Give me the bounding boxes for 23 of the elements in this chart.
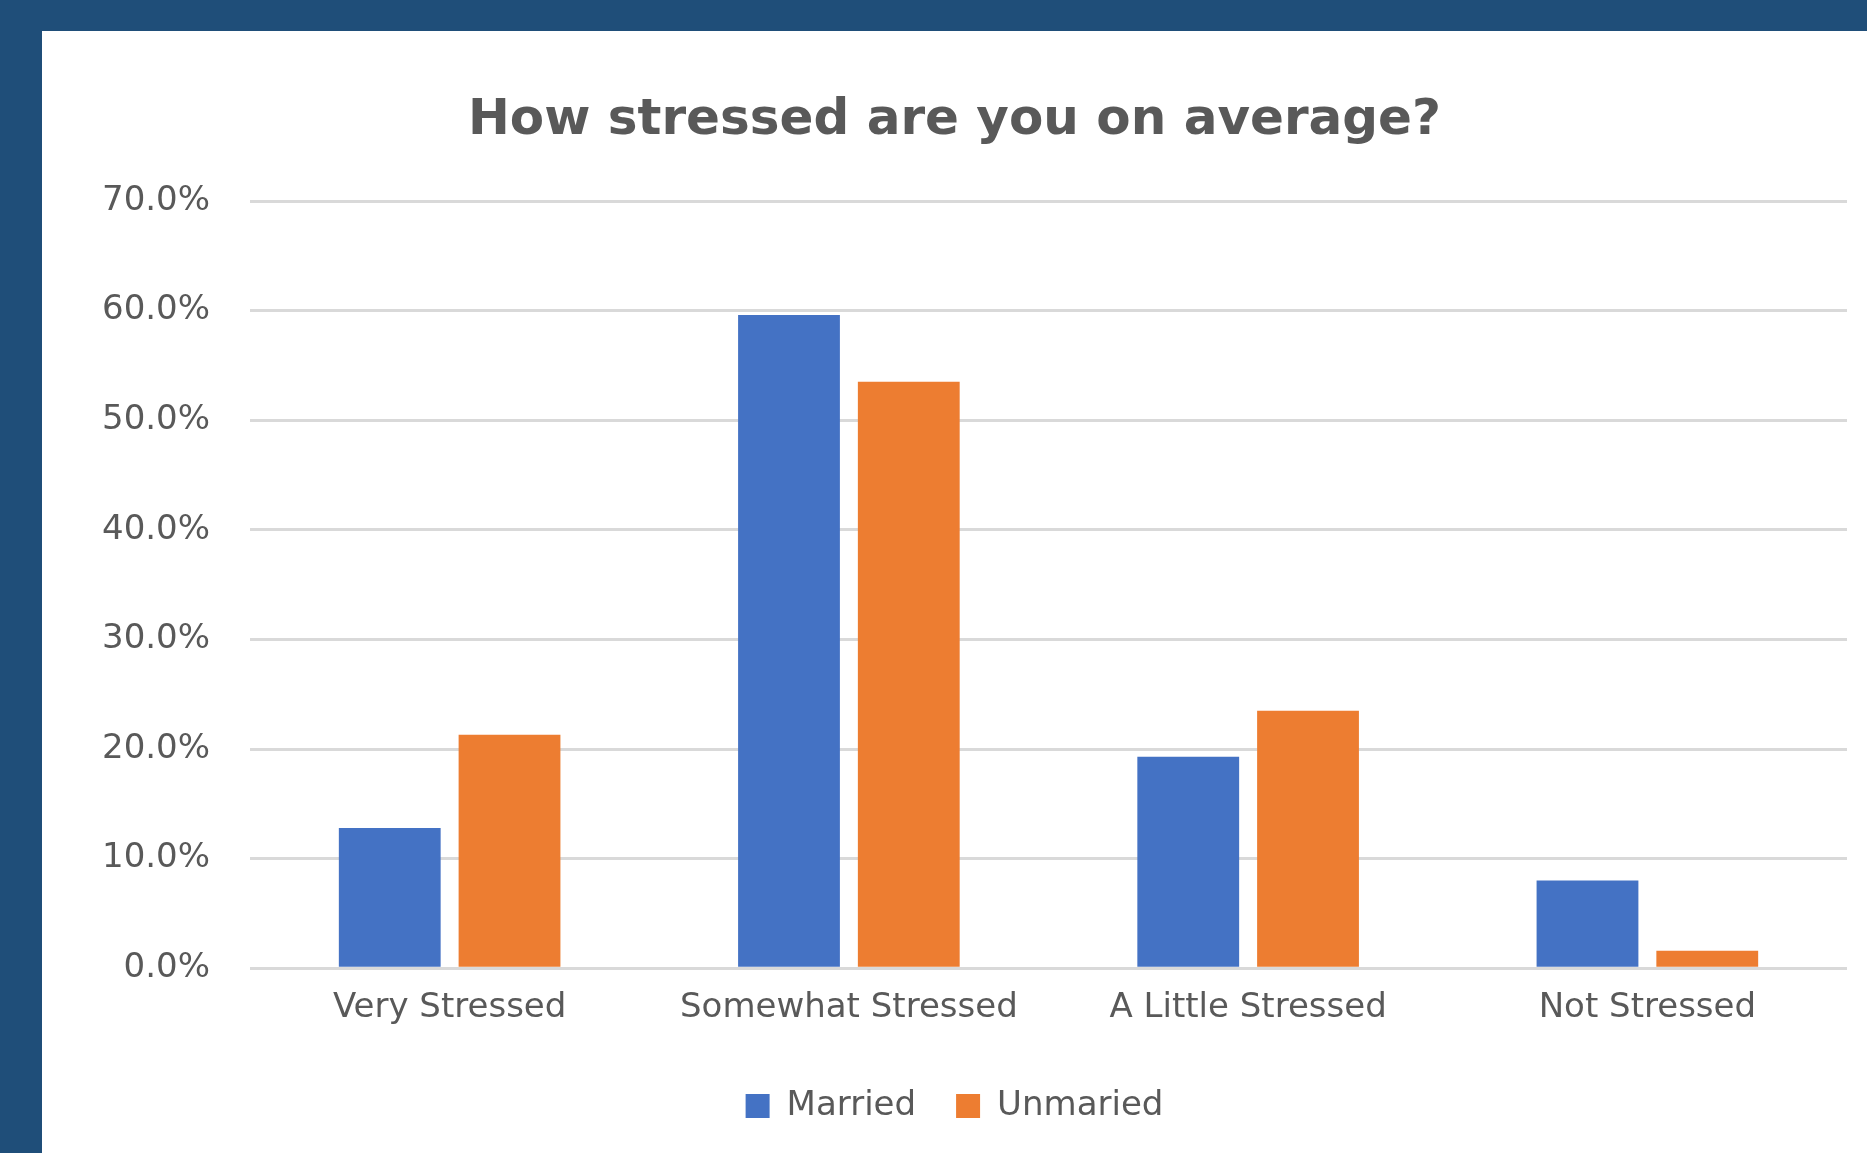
x-tick-label: Somewhat Stressed — [680, 985, 1018, 1026]
y-tick-label: 10.0% — [101, 835, 211, 876]
legend-label: Married — [786, 1082, 917, 1123]
y-tick-label: 60.0% — [101, 287, 211, 328]
bar — [338, 827, 441, 967]
bar — [738, 314, 840, 967]
y-tick-label: 40.0% — [101, 506, 211, 547]
y-tick-label: 70.0% — [101, 177, 211, 218]
bar — [1656, 950, 1759, 967]
y-tick-label: 50.0% — [101, 397, 211, 438]
x-tick-label: A Little Stressed — [1109, 985, 1387, 1026]
bar — [1536, 880, 1639, 967]
x-tick-label: Very Stressed — [332, 985, 567, 1026]
chart-title: How stressed are you on average? — [467, 87, 1442, 146]
legend-label: Unmaried — [997, 1082, 1164, 1123]
bar — [458, 734, 561, 967]
y-tick-label: 30.0% — [101, 616, 211, 657]
bar — [1257, 710, 1359, 967]
y-tick-label: 0.0% — [123, 945, 211, 986]
x-tick-label: Not Stressed — [1538, 985, 1757, 1026]
bar — [1137, 756, 1240, 967]
bar — [857, 381, 960, 967]
y-tick-label: 20.0% — [101, 725, 211, 766]
